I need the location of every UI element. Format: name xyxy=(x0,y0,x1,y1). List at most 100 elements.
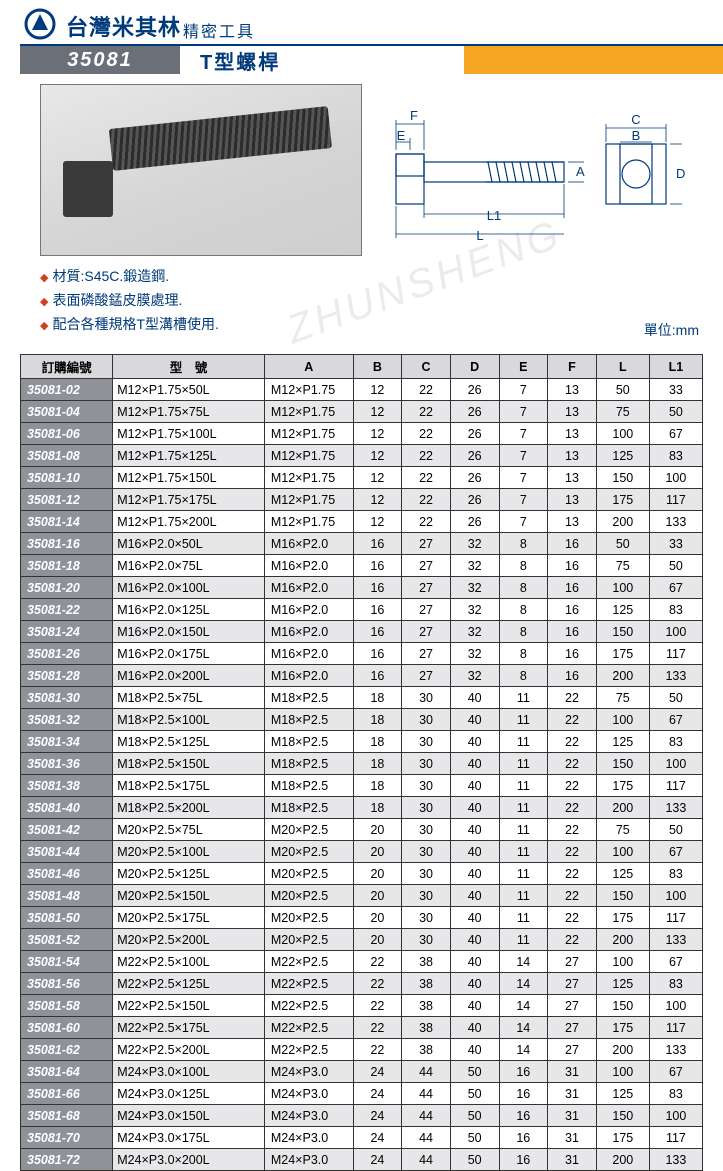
cell-f: 31 xyxy=(548,1105,597,1127)
cell-f: 16 xyxy=(548,643,597,665)
cell-e: 11 xyxy=(499,687,548,709)
cell-a: M18×P2.5 xyxy=(264,731,353,753)
table-row: 35081-72M24×P3.0×200LM24×P3.024445016312… xyxy=(21,1149,703,1171)
cell-code: 35081-18 xyxy=(21,555,113,577)
company-subtitle: 精密工具 xyxy=(183,18,255,42)
cell-l: 200 xyxy=(596,1039,649,1061)
cell-code: 35081-24 xyxy=(21,621,113,643)
cell-d: 26 xyxy=(450,489,499,511)
cell-a: M24×P3.0 xyxy=(264,1061,353,1083)
cell-c: 30 xyxy=(402,907,451,929)
cell-code: 35081-70 xyxy=(21,1127,113,1149)
cell-d: 40 xyxy=(450,995,499,1017)
cell-d: 32 xyxy=(450,577,499,599)
cell-model: M16×P2.0×50L xyxy=(113,533,265,555)
cell-model: M16×P2.0×200L xyxy=(113,665,265,687)
cell-l: 175 xyxy=(596,1127,649,1149)
cell-e: 8 xyxy=(499,577,548,599)
cell-e: 11 xyxy=(499,797,548,819)
cell-a: M18×P2.5 xyxy=(264,797,353,819)
cell-b: 12 xyxy=(353,401,402,423)
cell-model: M20×P2.5×200L xyxy=(113,929,265,951)
cell-l1: 117 xyxy=(649,1127,702,1149)
cell-model: M18×P2.5×150L xyxy=(113,753,265,775)
cell-b: 22 xyxy=(353,995,402,1017)
spec-table: 訂購編號 型 號 A B C D E F L L1 35081-02M12×P1… xyxy=(20,354,703,1171)
table-row: 35081-18M16×P2.0×75LM16×P2.0162732816755… xyxy=(21,555,703,577)
cell-e: 11 xyxy=(499,863,548,885)
cell-c: 27 xyxy=(402,533,451,555)
table-row: 35081-28M16×P2.0×200LM16×P2.016273281620… xyxy=(21,665,703,687)
cell-l1: 133 xyxy=(649,665,702,687)
cell-model: M12×P1.75×125L xyxy=(113,445,265,467)
cell-d: 40 xyxy=(450,841,499,863)
cell-l1: 67 xyxy=(649,841,702,863)
cell-model: M22×P2.5×150L xyxy=(113,995,265,1017)
cell-e: 14 xyxy=(499,973,548,995)
cell-d: 50 xyxy=(450,1105,499,1127)
svg-text:E: E xyxy=(397,128,406,143)
cell-code: 35081-26 xyxy=(21,643,113,665)
cell-code: 35081-36 xyxy=(21,753,113,775)
cell-code: 35081-68 xyxy=(21,1105,113,1127)
cell-b: 20 xyxy=(353,907,402,929)
cell-l: 200 xyxy=(596,1149,649,1171)
cell-d: 40 xyxy=(450,907,499,929)
cell-l: 75 xyxy=(596,401,649,423)
table-row: 35081-32M18×P2.5×100LM18×P2.518304011221… xyxy=(21,709,703,731)
cell-f: 22 xyxy=(548,885,597,907)
cell-l: 150 xyxy=(596,467,649,489)
cell-f: 22 xyxy=(548,731,597,753)
table-row: 35081-06M12×P1.75×100LM12×P1.75122226713… xyxy=(21,423,703,445)
table-row: 35081-54M22×P2.5×100LM22×P2.522384014271… xyxy=(21,951,703,973)
cell-b: 20 xyxy=(353,885,402,907)
cell-l1: 50 xyxy=(649,555,702,577)
svg-text:B: B xyxy=(632,128,641,143)
cell-b: 20 xyxy=(353,819,402,841)
cell-a: M22×P2.5 xyxy=(264,973,353,995)
cell-b: 18 xyxy=(353,731,402,753)
cell-f: 22 xyxy=(548,929,597,951)
cell-d: 32 xyxy=(450,621,499,643)
table-row: 35081-60M22×P2.5×175LM22×P2.522384014271… xyxy=(21,1017,703,1039)
cell-b: 12 xyxy=(353,445,402,467)
cell-l: 100 xyxy=(596,951,649,973)
company-name: 台灣米其林 xyxy=(66,10,181,42)
cell-model: M20×P2.5×75L xyxy=(113,819,265,841)
cell-f: 27 xyxy=(548,1039,597,1061)
bullet-material: 材質:S45C.鍛造鋼. xyxy=(40,266,703,286)
cell-model: M24×P3.0×150L xyxy=(113,1105,265,1127)
cell-code: 35081-60 xyxy=(21,1017,113,1039)
cell-d: 50 xyxy=(450,1061,499,1083)
cell-code: 35081-62 xyxy=(21,1039,113,1061)
cell-model: M20×P2.5×175L xyxy=(113,907,265,929)
cell-c: 22 xyxy=(402,489,451,511)
cell-f: 22 xyxy=(548,753,597,775)
cell-f: 27 xyxy=(548,1017,597,1039)
cell-model: M12×P1.75×200L xyxy=(113,511,265,533)
cell-a: M20×P2.5 xyxy=(264,929,353,951)
table-row: 35081-14M12×P1.75×200LM12×P1.75122226713… xyxy=(21,511,703,533)
cell-d: 40 xyxy=(450,797,499,819)
cell-b: 22 xyxy=(353,1017,402,1039)
cell-b: 18 xyxy=(353,687,402,709)
table-row: 35081-46M20×P2.5×125LM20×P2.520304011221… xyxy=(21,863,703,885)
cell-l: 150 xyxy=(596,621,649,643)
cell-c: 44 xyxy=(402,1061,451,1083)
cell-c: 44 xyxy=(402,1149,451,1171)
cell-l: 75 xyxy=(596,819,649,841)
cell-model: M20×P2.5×100L xyxy=(113,841,265,863)
cell-l: 125 xyxy=(596,1083,649,1105)
product-title: T型螺桿 xyxy=(180,46,460,74)
cell-model: M24×P3.0×100L xyxy=(113,1061,265,1083)
cell-code: 35081-10 xyxy=(21,467,113,489)
cell-l1: 117 xyxy=(649,1017,702,1039)
table-row: 35081-12M12×P1.75×175LM12×P1.75122226713… xyxy=(21,489,703,511)
bullet-surface: 表面磷酸錳皮膜處理. xyxy=(40,290,703,310)
cell-f: 16 xyxy=(548,621,597,643)
th-d: D xyxy=(450,355,499,379)
cell-model: M18×P2.5×175L xyxy=(113,775,265,797)
svg-text:D: D xyxy=(676,166,685,181)
table-row: 35081-20M16×P2.0×100LM16×P2.016273281610… xyxy=(21,577,703,599)
table-row: 35081-22M16×P2.0×125LM16×P2.016273281612… xyxy=(21,599,703,621)
